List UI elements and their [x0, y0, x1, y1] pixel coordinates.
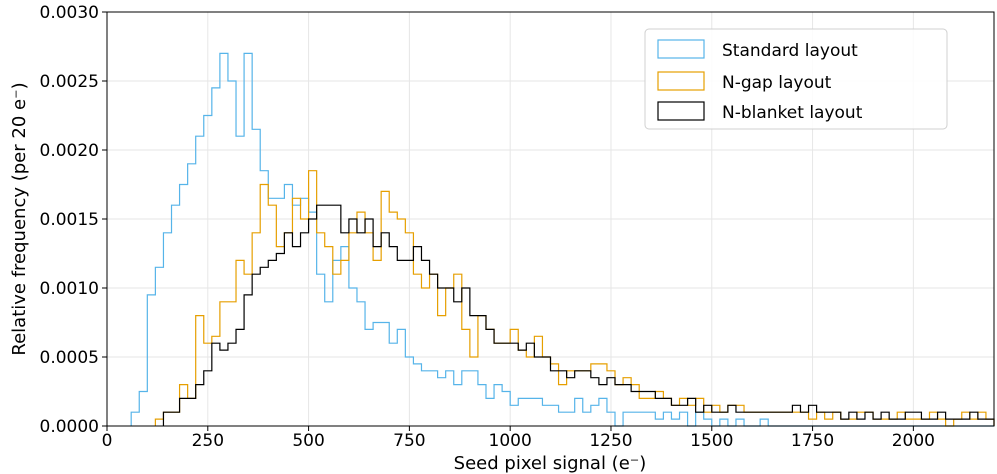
x-axis-label: Seed pixel signal (e⁻): [454, 453, 647, 474]
x-tick-label: 1000: [489, 431, 532, 451]
histogram-standard-layout: [130, 52, 994, 427]
y-tick-label: 0.0010: [40, 279, 99, 299]
histogram-n-blanket-layout: [162, 204, 995, 426]
x-tick-label: 2000: [892, 431, 935, 451]
legend-swatch-n-blanket: [657, 101, 705, 121]
y-tick-label: 0.0020: [40, 141, 99, 161]
legend-label-n-gap: N-gap layout: [722, 73, 832, 93]
x-tick-label: 1750: [791, 431, 834, 451]
y-tick-label: 0.0000: [40, 417, 99, 437]
y-tick-label: 0.0025: [40, 72, 99, 92]
histogram-series-layer: [130, 52, 995, 427]
x-tick-label: 1500: [690, 431, 733, 451]
y-tick-label: 0.0015: [40, 210, 99, 230]
legend-swatch-n-gap: [657, 71, 705, 91]
legend-label-standard: Standard layout: [722, 41, 858, 61]
x-axis-ticks: 0 250 500 750 1000 1250 1500 1750 2000: [102, 426, 935, 451]
x-tick-label: 750: [393, 431, 425, 451]
x-tick-label: 1250: [589, 431, 632, 451]
legend-frame: [644, 28, 948, 130]
y-axis-label: Relative frequency (per 20 e⁻): [9, 82, 30, 355]
x-tick-label: 500: [292, 431, 324, 451]
x-tick-label: 0: [102, 431, 113, 451]
y-tick-label: 0.0030: [40, 3, 99, 23]
legend-label-n-blanket: N-blanket layout: [722, 103, 863, 123]
y-axis-ticks: 0.0000 0.0005 0.0010 0.0015 0.0020 0.0025 0.00…: [40, 3, 107, 437]
y-tick-label: 0.0005: [40, 348, 99, 368]
x-tick-label: 250: [192, 431, 224, 451]
legend-swatch-standard: [657, 39, 705, 59]
legend: Standard layout N-gap layout N-blanket l…: [644, 28, 948, 130]
